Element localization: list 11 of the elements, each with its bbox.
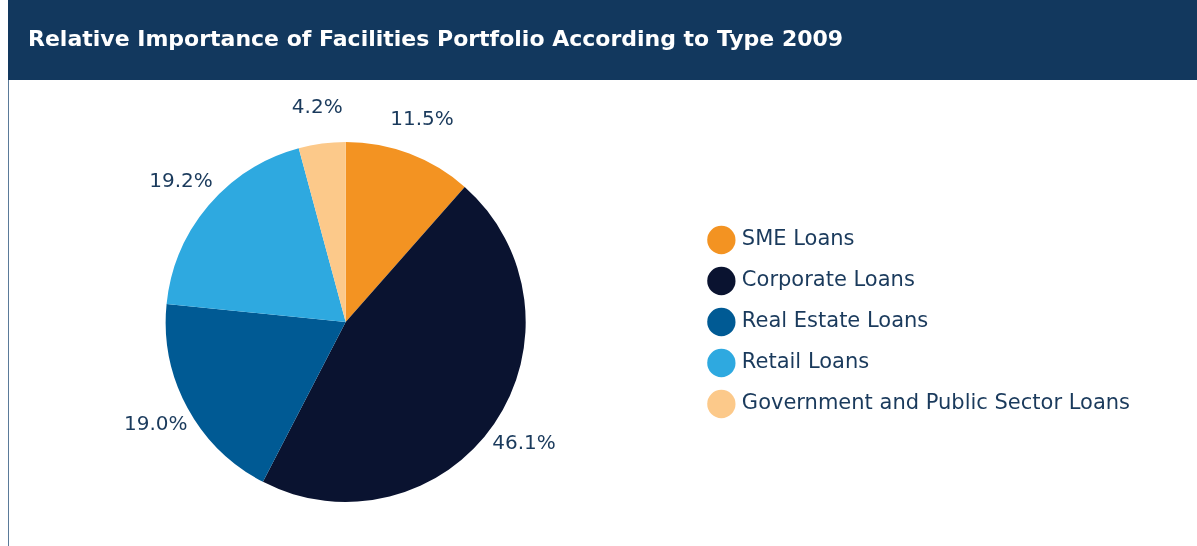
data-label: 46.1% — [492, 430, 556, 455]
legend-label: Corporate Loans — [741, 267, 915, 292]
chart-title: Relative Importance of Facilities Portfolio According to Type 2009 — [8, 0, 1197, 80]
legend-label: SME Loans — [741, 226, 855, 251]
data-label: 19.0% — [123, 411, 188, 436]
legend-label: Retail Loans — [741, 349, 870, 374]
legend-label: Government and Public Sector Loans — [741, 390, 1131, 415]
legend-label: Real Estate Loans — [741, 308, 929, 333]
data-label: 11.5% — [390, 106, 454, 131]
data-label: 19.2% — [149, 168, 213, 193]
data-label: 4.2% — [291, 94, 343, 119]
